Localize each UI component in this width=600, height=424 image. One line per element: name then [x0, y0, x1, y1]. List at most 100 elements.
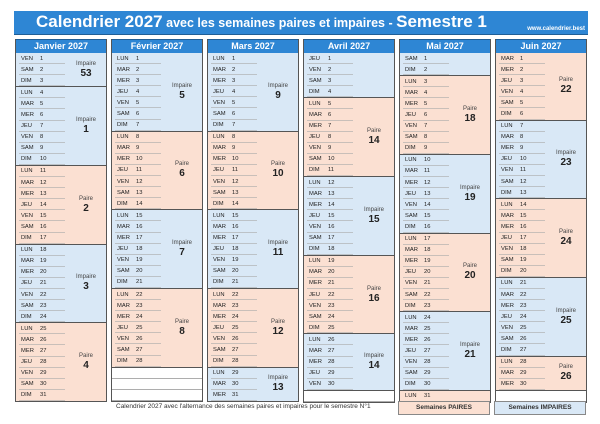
week-block: SAM 1 DIM 2	[400, 53, 490, 76]
day-row: LUN 18	[16, 245, 106, 256]
week-block: LUN 21 MAR 22 MER 23 JEU 24 VEN 25 SAM 26 DIM 27 Impai…	[496, 276, 586, 356]
day-name: MAR	[213, 381, 226, 388]
week-block: VEN 1 SAM 2 DIM 3 Impaire 53	[16, 53, 106, 87]
day-row	[304, 391, 394, 403]
day-name: SAM	[21, 223, 34, 230]
day-name: MER	[501, 223, 514, 230]
day-row: SAM 19	[496, 255, 586, 266]
day-number: 12	[136, 178, 143, 185]
day-number: 13	[40, 190, 47, 197]
week-block: LUN 15 MAR 16 MER 17 JEU 18 VEN 19 SAM 20 DIM 21 Impai…	[112, 209, 202, 289]
day-number: 7	[136, 122, 140, 129]
day-number: 15	[136, 212, 143, 219]
day-row: DIM 18	[304, 244, 394, 255]
day-number: 16	[136, 223, 143, 230]
week-label: Paire 18	[450, 106, 490, 124]
day-row: SAM 13	[208, 187, 298, 199]
day-name: MER	[501, 145, 514, 152]
day-name: DIM	[213, 122, 224, 129]
day-name: LUN	[405, 393, 417, 400]
day-row: MAR 9	[112, 143, 202, 154]
day-name: DIM	[501, 268, 512, 275]
day-number: 12	[40, 179, 47, 186]
month-header: Janvier 2027	[16, 39, 106, 53]
day-name: VEN	[405, 201, 417, 208]
day-row: VEN 30	[304, 379, 394, 390]
month-6: Juin 2027 MAR 1 MER 2 JEU 3 VEN 4 SAM 5 DIM 6 Paire 22…	[495, 39, 587, 403]
week-parity: Impaire	[363, 206, 384, 213]
day-name: MAR	[405, 168, 418, 175]
day-number: 26	[136, 335, 143, 342]
day-row: MAR 13	[304, 188, 394, 200]
day-row: MAR 19	[16, 256, 106, 267]
day-row: JEU 14	[16, 199, 106, 211]
day-row: MAR 20	[304, 267, 394, 278]
day-row: SAM 26	[496, 333, 586, 345]
day-number: 14	[136, 200, 143, 207]
day-row: VEN 12	[208, 176, 298, 188]
day-number: 25	[136, 324, 143, 331]
week-label: Impaire 3	[66, 274, 106, 292]
day-number: 22	[136, 291, 143, 298]
day-row: JEU 4	[208, 86, 298, 98]
day-name: VEN	[117, 335, 129, 342]
title-bar: Calendrier 2027 avec les semaines paires…	[14, 11, 588, 35]
day-number: 22	[520, 291, 527, 298]
day-number: 4	[520, 88, 524, 95]
day-number: 1	[520, 55, 524, 62]
week-block	[304, 389, 394, 403]
week-label: Paire 10	[258, 161, 298, 179]
day-name: MAR	[117, 66, 130, 73]
day-name: LUN	[213, 370, 225, 377]
week-block: LUN 1 MAR 2 MER 3 JEU 4 VEN 5 SAM 6 DIM 7 Impaire 9	[208, 53, 298, 131]
day-name: JEU	[309, 370, 320, 377]
day-row: MAR 29	[496, 368, 586, 379]
day-row: VEN 26	[208, 333, 298, 345]
day-name: MER	[405, 100, 418, 107]
day-number: 29	[424, 370, 431, 377]
day-row: DIM 17	[16, 233, 106, 244]
day-number: 12	[520, 178, 527, 185]
day-row: MAR 15	[496, 210, 586, 222]
week-number: 3	[83, 281, 89, 293]
week-block: LUN 8 MAR 9 MER 10 JEU 11 VEN 12 SAM 13 DIM 14 Paire 10	[208, 130, 298, 210]
day-row: LUN 12	[304, 177, 394, 189]
week-block: LUN 1 MAR 2 MER 3 JEU 4 VEN 5 SAM 6 DIM 7 Impaire 5	[112, 53, 202, 131]
day-row: DIM 30	[400, 379, 490, 390]
day-row: VEN 12	[112, 176, 202, 188]
day-number: 28	[424, 359, 431, 366]
week-number: 16	[368, 292, 380, 304]
week-block: LUN 18 MAR 19 MER 20 JEU 21 VEN 22 SAM 23 DIM 24 Impai…	[16, 243, 106, 323]
day-row: MAR 2	[208, 64, 298, 76]
month-rows: SAM 1 DIM 2 LUN 3 MAR 4 MER 5 JEU 6 VEN 7 SAM 8 DIM 9 Pair…	[400, 53, 490, 403]
day-number: 23	[424, 302, 431, 309]
day-name: LUN	[501, 280, 513, 287]
day-name: JEU	[117, 88, 128, 95]
day-number: 17	[232, 235, 239, 242]
week-parity: Paire	[366, 128, 381, 135]
day-number: 15	[520, 212, 527, 219]
day-name: JEU	[309, 291, 320, 298]
day-row: JEU 3	[496, 75, 586, 87]
day-row: MER 24	[112, 311, 202, 323]
day-row: MER 17	[208, 233, 298, 244]
day-name: JEU	[21, 201, 32, 208]
day-row: LUN 17	[400, 234, 490, 245]
day-number: 9	[520, 145, 524, 152]
day-number: 4	[424, 89, 428, 96]
day-name: SAM	[213, 346, 226, 353]
day-number: 23	[520, 302, 527, 309]
day-name: JEU	[501, 235, 512, 242]
day-number: 24	[40, 313, 47, 320]
day-number: 5	[136, 99, 140, 106]
day-number: 3	[328, 77, 332, 84]
day-name: MER	[501, 302, 514, 309]
day-name: SAM	[405, 55, 418, 62]
day-number: 22	[328, 291, 335, 298]
day-name: VEN	[501, 167, 513, 174]
day-name: JEU	[21, 123, 32, 130]
week-number: 20	[464, 270, 476, 282]
day-name: SAM	[405, 134, 418, 141]
day-name: SAM	[21, 381, 34, 388]
day-name: MER	[501, 66, 514, 73]
